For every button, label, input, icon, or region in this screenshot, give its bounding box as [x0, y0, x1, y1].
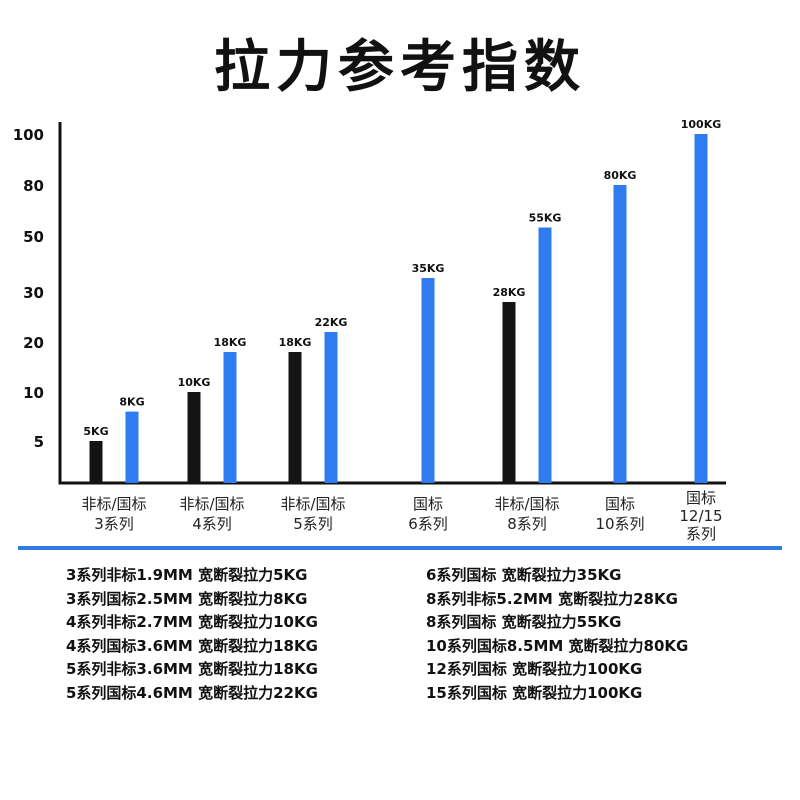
spec-item: 8系列非标5.2MM 宽断裂拉力28KG	[426, 589, 678, 608]
x-category-label: 非标/国标 5系列	[280, 495, 345, 533]
x-category-line: 6系列	[408, 515, 448, 533]
bar	[538, 227, 552, 483]
x-category-line: 国标	[413, 495, 443, 513]
bar-value-label: 18KG	[279, 336, 312, 349]
bar-value-label: 55KG	[529, 212, 562, 225]
x-category-line: 3系列	[94, 515, 134, 533]
x-category-line: 5系列	[293, 515, 333, 533]
x-category-label: 非标/国标 3系列	[81, 495, 146, 533]
spec-item: 6系列国标 宽断裂拉力35KG	[426, 566, 622, 584]
y-tick-label: 80	[23, 177, 44, 195]
bar-value-label: 28KG	[493, 286, 526, 299]
page-title: 拉力参考指数	[214, 35, 586, 100]
bar-value-label: 100KG	[681, 118, 722, 131]
x-category-line: 非标/国标	[179, 495, 244, 513]
bar	[694, 134, 708, 483]
y-axis-ticks: 5 10 20 30 50 80 100	[13, 126, 44, 451]
x-category-line: 4系列	[192, 515, 232, 533]
bar-value-label: 35KG	[412, 262, 445, 275]
spec-item: 15系列国标 宽断裂拉力100KG	[426, 683, 643, 702]
spec-item: 3系列国标2.5MM 宽断裂拉力8KG	[66, 589, 308, 608]
bar	[89, 441, 103, 483]
spec-item: 5系列国标4.6MM 宽断裂拉力22KG	[66, 683, 318, 702]
bar-value-label: 22KG	[315, 316, 348, 329]
bar-value-label: 18KG	[214, 336, 247, 349]
bar	[288, 352, 302, 483]
spec-item: 3系列非标1.9MM 宽断裂拉力5KG	[66, 566, 308, 584]
x-category-line: 系列	[686, 525, 716, 543]
x-category-label: 非标/国标 8系列	[494, 495, 559, 533]
x-category-line: 国标	[605, 495, 635, 513]
spec-list-right: 6系列国标 宽断裂拉力35KG 8系列非标5.2MM 宽断裂拉力28KG 8系列…	[426, 564, 688, 706]
spec-item: 12系列国标 宽断裂拉力100KG	[426, 660, 643, 679]
x-category-label: 国标 10系列	[595, 495, 644, 533]
x-category-line: 10系列	[595, 515, 644, 533]
y-tick-label: 20	[23, 334, 44, 352]
x-category-line: 8系列	[507, 515, 547, 533]
x-category-line: 12/15	[679, 507, 722, 525]
bar	[613, 185, 627, 483]
y-tick-label: 50	[23, 228, 44, 246]
bar	[502, 302, 516, 483]
spec-item: 10系列国标8.5MM 宽断裂拉力80KG	[426, 636, 689, 655]
x-category-line: 非标/国标	[494, 495, 559, 513]
y-tick-label: 5	[34, 433, 44, 451]
y-tick-label: 30	[23, 284, 44, 302]
bar	[125, 411, 139, 483]
x-category-line: 国标	[686, 489, 716, 507]
bar	[324, 332, 338, 483]
x-category-line: 非标/国标	[280, 495, 345, 513]
bar-value-label: 80KG	[604, 169, 637, 182]
x-category-label: 非标/国标 4系列	[179, 495, 244, 533]
spec-item: 4系列国标3.6MM 宽断裂拉力18KG	[66, 636, 318, 655]
bar-value-label: 10KG	[178, 376, 211, 389]
x-category-line: 非标/国标	[81, 495, 146, 513]
y-tick-label: 100	[13, 126, 44, 144]
bar	[421, 278, 435, 483]
y-tick-label: 10	[23, 384, 44, 402]
bar-value-label: 8KG	[119, 396, 144, 409]
spec-item: 5系列非标3.6MM 宽断裂拉力18KG	[66, 660, 318, 679]
spec-item: 8系列国标 宽断裂拉力55KG	[426, 613, 622, 632]
bar	[187, 392, 201, 483]
bar	[223, 352, 237, 483]
bar-value-label: 5KG	[83, 425, 108, 438]
spec-list-left: 3系列非标1.9MM 宽断裂拉力5KG 3系列国标2.5MM 宽断裂拉力8KG …	[66, 564, 318, 706]
x-category-label: 国标 6系列	[408, 495, 448, 533]
spec-item: 4系列非标2.7MM 宽断裂拉力10KG	[66, 613, 318, 632]
section-divider	[18, 546, 782, 550]
x-category-label: 国标 12/15 系列	[679, 489, 722, 543]
